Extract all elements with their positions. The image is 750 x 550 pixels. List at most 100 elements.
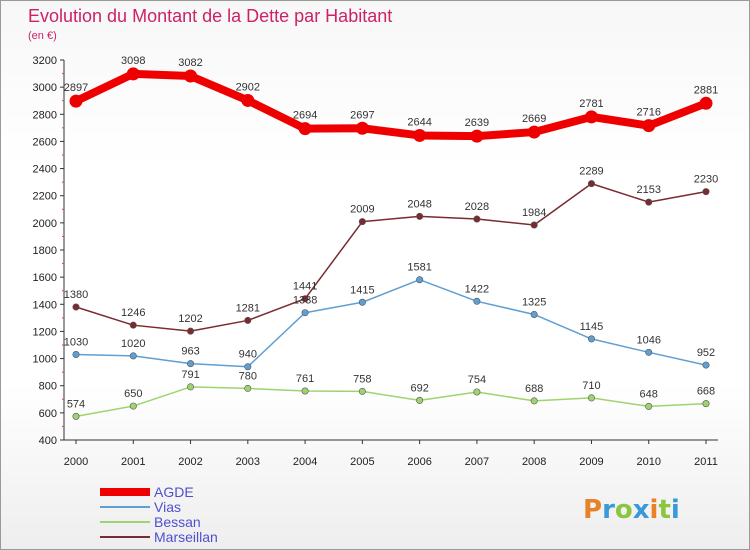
x-tick-label: 2007: [465, 456, 489, 468]
data-point: [702, 361, 710, 369]
y-tick-label: 3200: [33, 55, 57, 67]
legend-label-marseillan: Marseillan: [154, 529, 218, 545]
data-label: 668: [697, 386, 715, 398]
data-label: 963: [181, 346, 199, 358]
y-tick-label: 1400: [33, 299, 57, 311]
data-point: [244, 363, 252, 371]
data-point: [187, 327, 195, 335]
data-label: 3082: [178, 57, 202, 69]
y-ticks: 400 600 800 1000 1200 1400 1600 1800 2000 2200 240…: [33, 55, 64, 447]
data-point: [244, 316, 252, 324]
y-tick-label: 3000: [33, 82, 57, 94]
data-point: [301, 309, 309, 317]
data-label: 650: [124, 388, 142, 400]
x-tick-label: 2006: [407, 456, 431, 468]
x-tick-label: 2002: [178, 456, 202, 468]
data-label: 692: [410, 382, 428, 394]
data-label: 574: [67, 398, 85, 410]
data-label: 2694: [293, 110, 317, 122]
data-label: 754: [468, 374, 486, 386]
data-point: [301, 387, 309, 395]
data-label: 940: [239, 349, 257, 361]
y-tick-label: 2200: [33, 191, 57, 203]
data-point: [72, 350, 80, 358]
y-tick-label: 1800: [33, 245, 57, 257]
y-tick-label: 1200: [33, 326, 57, 338]
data-label: 1441: [293, 281, 317, 293]
data-point: [355, 121, 369, 135]
data-point: [416, 212, 424, 220]
legend-label-agde: AGDE: [154, 484, 194, 500]
data-point: [699, 96, 713, 110]
data-point: [642, 119, 656, 133]
x-tick-label: 2009: [579, 456, 603, 468]
legend-label-vias: Vias: [154, 499, 181, 515]
data-point: [645, 402, 653, 410]
data-label: 1030: [64, 337, 88, 349]
data-label: 2289: [579, 166, 603, 178]
data-label: 952: [697, 347, 715, 359]
data-point: [69, 94, 83, 108]
data-label: 780: [239, 370, 257, 382]
data-label: 1020: [121, 338, 145, 350]
data-label: 2716: [636, 107, 660, 119]
series-line-agde: [74, 69, 708, 141]
data-point: [645, 348, 653, 356]
data-label: 2009: [350, 204, 374, 216]
data-point: [301, 295, 309, 303]
data-labels: 1030 1020 963 940 1338 1415 1581 1422 1325 1145 10…: [64, 55, 718, 411]
data-point: [473, 388, 481, 396]
chart-subtitle: (en €): [28, 30, 57, 42]
data-point: [358, 218, 366, 226]
data-label: 710: [582, 380, 600, 392]
x-tick-label: 2000: [64, 456, 88, 468]
data-label: 2230: [694, 174, 718, 186]
data-label: 1422: [465, 283, 489, 295]
data-label: 2881: [694, 84, 718, 96]
data-point: [584, 110, 598, 124]
data-point: [244, 384, 252, 392]
data-label: 3098: [121, 55, 145, 67]
data-point: [413, 128, 427, 142]
data-label: 1380: [64, 289, 88, 301]
data-label: 688: [525, 383, 543, 395]
data-point: [473, 215, 481, 223]
data-label: 2048: [407, 198, 431, 210]
data-point: [645, 198, 653, 206]
data-label: 648: [640, 388, 658, 400]
series-line-vias: [75, 278, 707, 368]
data-label: 1325: [522, 296, 546, 308]
y-tick-label: 800: [39, 381, 57, 393]
y-tick-label: 2000: [33, 218, 57, 230]
series-line-bessan: [75, 386, 707, 418]
data-point: [298, 122, 312, 136]
data-point: [702, 400, 710, 408]
data-label: 2669: [522, 113, 546, 125]
y-tick-label: 2800: [33, 109, 57, 121]
x-tick-label: 2001: [121, 456, 145, 468]
data-label: 1338: [293, 295, 317, 307]
data-point: [187, 360, 195, 368]
data-label: 1246: [121, 307, 145, 319]
data-point: [72, 303, 80, 311]
x-tick-label: 2010: [636, 456, 660, 468]
data-label: 2028: [465, 201, 489, 213]
data-point: [416, 396, 424, 404]
data-point: [470, 129, 484, 143]
y-tick-label: 1000: [33, 354, 57, 366]
data-point: [187, 383, 195, 391]
y-tick-label: 600: [39, 408, 57, 420]
x-ticks: 2000 2001 2002 2003 2004 2005 2006 2007 2008 2009…: [64, 440, 718, 468]
data-point: [129, 321, 137, 329]
data-point: [527, 125, 541, 139]
data-label: 2639: [465, 117, 489, 129]
legend-label-bessan: Bessan: [154, 514, 201, 530]
series-line-marseillan: [75, 182, 707, 332]
data-point: [530, 310, 538, 318]
data-label: 791: [181, 369, 199, 381]
data-point: [129, 402, 137, 410]
data-label: 1046: [636, 334, 660, 346]
svg-text:Proxiti: Proxiti: [583, 495, 680, 525]
